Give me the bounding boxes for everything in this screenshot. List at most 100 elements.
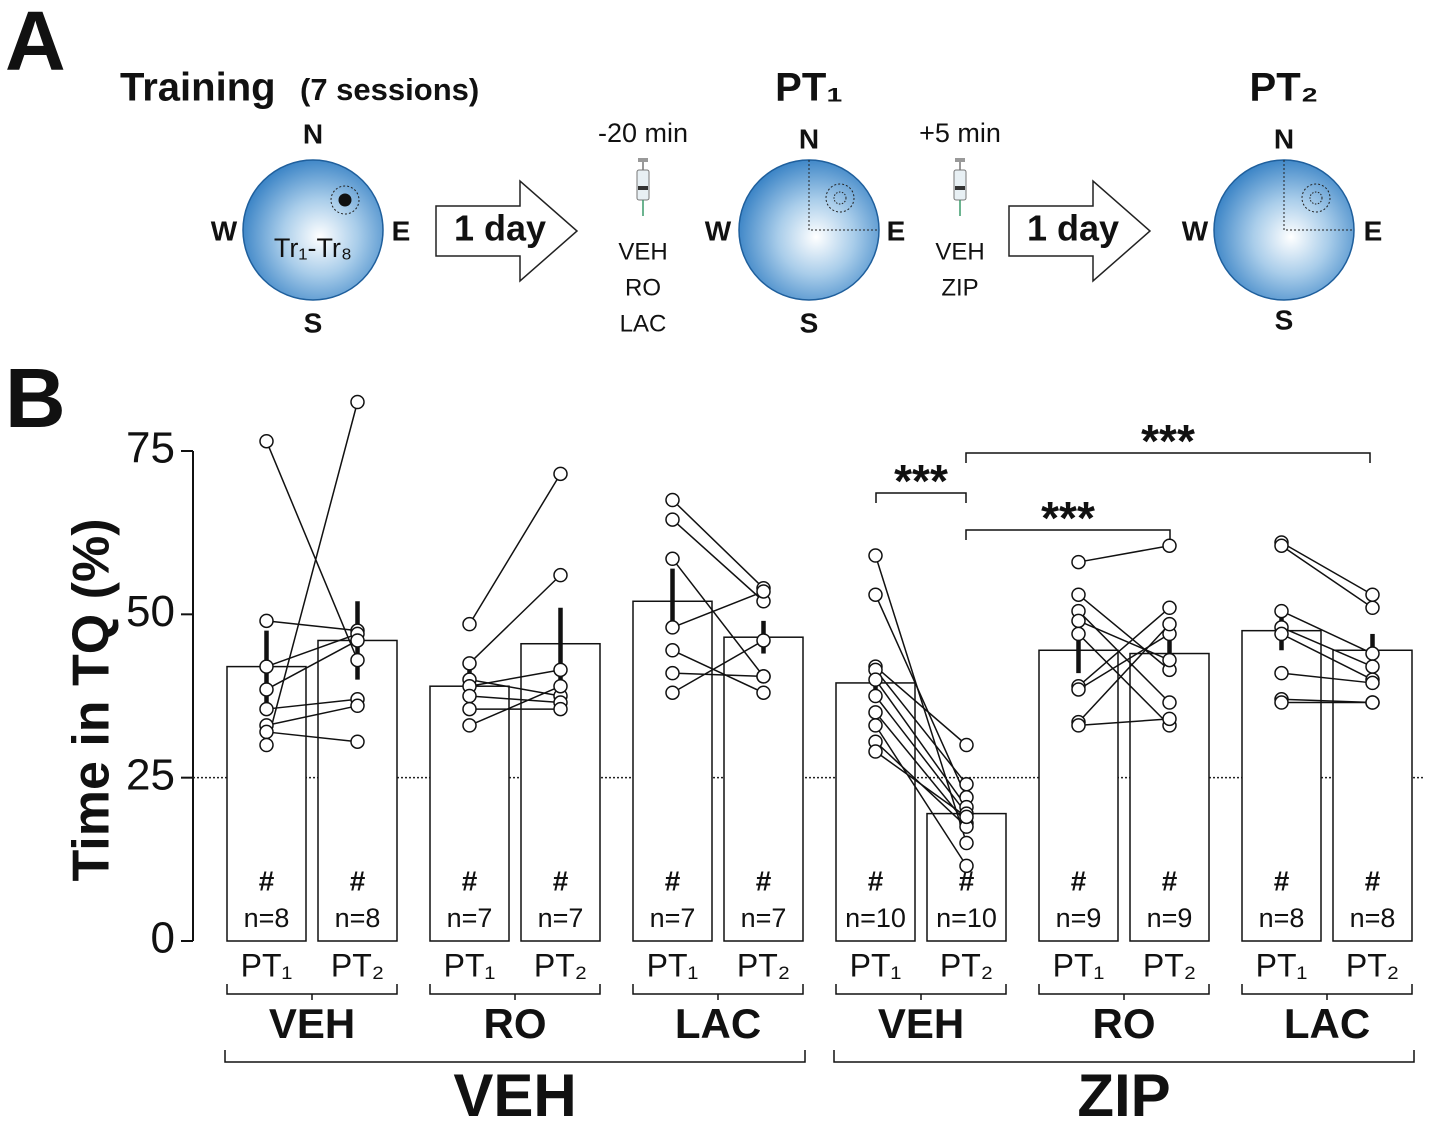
supergroup-bracket xyxy=(833,1050,1415,1063)
supergroup-bracket xyxy=(224,1050,806,1063)
injection-drug: VEH xyxy=(935,238,984,265)
data-point xyxy=(1365,587,1380,602)
supergroup-label: VEH xyxy=(453,1062,576,1129)
significance-marker: # xyxy=(665,865,681,896)
data-point xyxy=(462,688,477,704)
pair-line xyxy=(266,620,358,632)
data-point xyxy=(350,633,365,648)
circle-label: Tr₁-Tr₈ xyxy=(274,233,352,263)
significance-marker: # xyxy=(350,865,366,896)
pair-line xyxy=(469,695,561,704)
n-label: n=7 xyxy=(538,903,584,933)
data-point xyxy=(259,682,274,697)
platform-zone xyxy=(330,185,360,215)
data-point xyxy=(1365,695,1380,710)
group-bracket xyxy=(429,984,601,1000)
data-point xyxy=(350,394,365,410)
y-tick-label: 75 xyxy=(126,424,175,473)
data-point xyxy=(665,492,680,508)
x-tick-label: PT₂ xyxy=(1346,947,1399,983)
data-point xyxy=(1071,613,1086,629)
pair-line xyxy=(1281,672,1373,684)
compass-w: W xyxy=(705,215,732,246)
data-point xyxy=(1071,554,1086,570)
data-point xyxy=(259,701,274,717)
data-point xyxy=(1365,646,1380,661)
pair-line xyxy=(671,558,765,677)
injection-drug: RO xyxy=(625,274,661,301)
significance-marker: # xyxy=(868,865,884,896)
data-point xyxy=(665,685,680,700)
significance-marker: # xyxy=(1365,865,1381,896)
data-point xyxy=(868,688,883,704)
bar xyxy=(1332,649,1413,942)
n-label: n=8 xyxy=(1259,903,1305,933)
pair-line xyxy=(874,594,968,798)
data-point xyxy=(1162,652,1177,668)
data-point xyxy=(1071,587,1086,602)
data-point xyxy=(462,718,477,733)
data-point xyxy=(1274,603,1289,619)
pair-line xyxy=(266,698,358,710)
data-point xyxy=(1274,665,1289,681)
significance-marker: # xyxy=(553,865,569,896)
n-label: n=9 xyxy=(1056,903,1102,933)
data-point xyxy=(756,584,771,599)
group-bracket xyxy=(835,984,1007,1000)
y-tick-label: 50 xyxy=(126,587,175,636)
x-tick-label: PT₁ xyxy=(647,947,699,983)
data-point xyxy=(665,620,680,635)
group-label: RO xyxy=(1093,1000,1156,1047)
syringe xyxy=(636,158,650,216)
significance-bracket xyxy=(965,452,1371,463)
x-tick-label: PT₂ xyxy=(737,947,790,983)
pair-line xyxy=(672,590,764,629)
panel-label: A xyxy=(5,0,66,88)
data-point xyxy=(959,737,974,753)
pair-line xyxy=(1077,610,1171,704)
pair-line xyxy=(1078,633,1170,691)
group-bracket xyxy=(226,984,398,1000)
data-point xyxy=(1071,626,1086,642)
pair-line xyxy=(875,666,967,746)
stage-subtitle: (7 sessions) xyxy=(300,72,479,107)
data-point xyxy=(462,616,477,632)
data-point xyxy=(1162,695,1177,710)
pair-line xyxy=(672,639,764,694)
pair-line xyxy=(1281,541,1373,596)
significance-bracket xyxy=(965,529,1171,540)
x-tick-label: PT₂ xyxy=(331,947,384,983)
group-label: LAC xyxy=(1284,1000,1370,1047)
x-tick-label: PT₂ xyxy=(534,947,587,983)
supergroup-label: ZIP xyxy=(1077,1062,1170,1129)
data-point xyxy=(1162,600,1177,616)
n-label: n=8 xyxy=(1350,903,1396,933)
bar xyxy=(1038,649,1119,942)
y-tick-label: 0 xyxy=(151,914,175,963)
data-point xyxy=(350,698,365,714)
injection-drug: ZIP xyxy=(941,274,978,301)
pair-line xyxy=(265,440,359,661)
pair-line xyxy=(874,724,968,867)
significance-marker: # xyxy=(1162,865,1178,896)
data-point xyxy=(868,672,883,687)
compass-w: W xyxy=(211,215,238,246)
quadrant-lines xyxy=(1283,160,1354,231)
pair-line xyxy=(265,401,359,746)
compass-n: N xyxy=(799,123,819,154)
platform xyxy=(338,193,352,207)
significance-label: *** xyxy=(894,455,948,507)
group-label: LAC xyxy=(675,1000,761,1047)
significance-marker: # xyxy=(259,865,275,896)
pair-line xyxy=(469,669,561,687)
group-label: VEH xyxy=(878,1000,964,1047)
pair-line xyxy=(671,519,765,602)
data-point xyxy=(553,678,568,694)
data-point xyxy=(959,809,974,825)
data-point xyxy=(462,656,477,671)
data-point xyxy=(259,724,274,740)
n-label: n=7 xyxy=(650,903,696,933)
data-point xyxy=(553,466,568,482)
arrow xyxy=(1008,179,1152,283)
compass-s: S xyxy=(304,307,323,338)
